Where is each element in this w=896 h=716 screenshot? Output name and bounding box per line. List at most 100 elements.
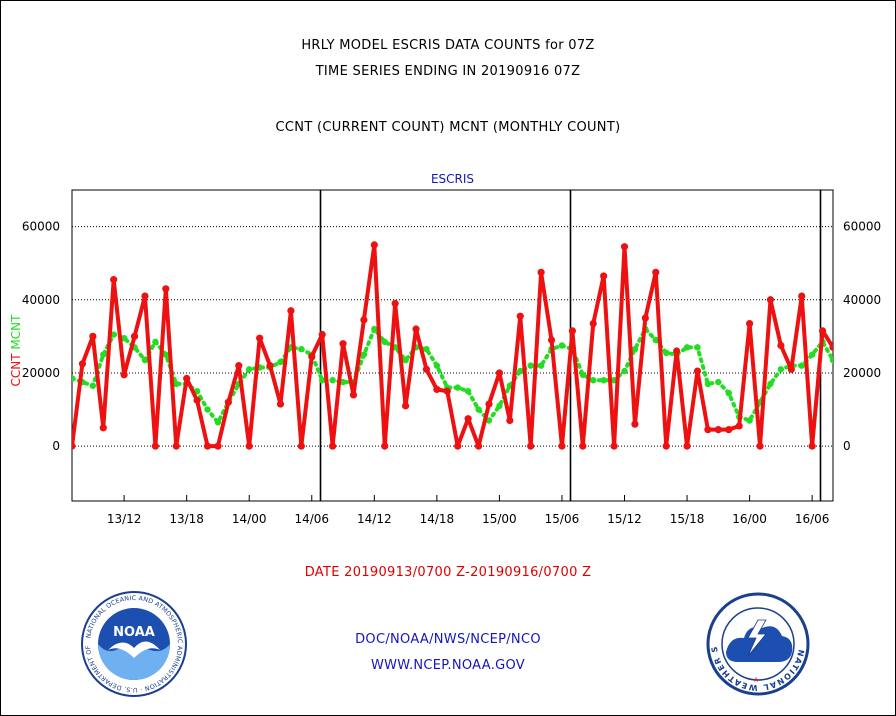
svg-text:NOAA: NOAA: [113, 625, 155, 640]
y-axis-label-mcnt: MCNT: [9, 314, 23, 354]
data-point-ccnt: [130, 332, 139, 340]
data-point-ccnt: [662, 442, 670, 450]
y-tick-label-right: 0: [843, 439, 851, 453]
data-point-ccnt: [600, 272, 608, 280]
data-point-ccnt: [89, 332, 97, 340]
data-point-mcnt: [777, 366, 785, 373]
data-point-ccnt: [203, 442, 212, 450]
data-point-ccnt: [443, 387, 451, 395]
data-point-mcnt: [329, 377, 336, 384]
data-point-mcnt: [558, 342, 566, 349]
data-point-ccnt: [339, 340, 347, 348]
data-point-ccnt: [589, 319, 597, 328]
data-point-ccnt: [172, 442, 180, 450]
data-point-ccnt: [151, 442, 159, 450]
data-point-mcnt: [204, 406, 211, 413]
y-tick-label-left: 0: [52, 439, 60, 453]
data-point-ccnt: [610, 442, 618, 450]
data-point-ccnt: [110, 276, 118, 284]
data-point-ccnt: [829, 343, 833, 351]
data-point-ccnt: [162, 285, 170, 293]
data-point-mcnt: [663, 349, 670, 357]
axis-labels: 0 0 20000 20000 40000 40000 60000 60000 13/12 13/…: [9, 172, 881, 526]
data-point-ccnt: [527, 442, 535, 450]
series-layer: [72, 241, 833, 450]
data-point-ccnt: [276, 400, 285, 408]
data-point-ccnt: [422, 365, 431, 373]
data-point-mcnt: [683, 344, 691, 351]
data-point-mcnt: [72, 375, 76, 382]
data-point-mcnt: [246, 366, 253, 373]
data-point-ccnt: [568, 327, 576, 335]
data-point-mcnt: [381, 338, 388, 346]
data-point-ccnt: [412, 325, 420, 333]
data-point-mcnt: [496, 402, 503, 410]
data-point-ccnt: [631, 420, 639, 428]
series-ccnt: [72, 241, 833, 450]
data-point-mcnt: [360, 351, 368, 358]
data-point-mcnt: [537, 362, 545, 369]
data-point-mcnt: [120, 334, 128, 342]
data-point-ccnt: [798, 292, 806, 300]
x-tick-label: 16/00: [732, 512, 767, 526]
y-tick-label-left: 40000: [22, 293, 60, 307]
data-point-ccnt: [78, 360, 87, 368]
data-point-ccnt: [464, 415, 472, 423]
data-point-ccnt: [360, 316, 368, 324]
data-point-ccnt: [224, 398, 232, 406]
data-point-ccnt: [454, 442, 462, 450]
data-point-mcnt: [89, 382, 97, 389]
data-point-ccnt: [401, 402, 410, 410]
x-tick-label: 14/12: [357, 512, 392, 526]
data-point-mcnt: [433, 362, 441, 369]
data-point-ccnt: [485, 400, 493, 408]
data-point-ccnt: [673, 347, 681, 355]
data-point-ccnt: [547, 336, 556, 344]
page-subtitle: TIME SERIES ENDING IN 20190916 07Z: [315, 64, 581, 79]
data-point-ccnt: [506, 416, 514, 425]
data-point-mcnt: [600, 377, 607, 384]
date-range-label: DATE 20190913/0700 Z-20190916/0700 Z: [304, 565, 592, 580]
credit-website[interactable]: WWW.NCEP.NOAA.GOV: [370, 658, 526, 673]
series-line-ccnt: [72, 242, 833, 449]
data-point-ccnt: [787, 365, 795, 373]
data-point-mcnt: [746, 417, 753, 424]
data-point-ccnt: [474, 442, 483, 450]
data-point-ccnt: [683, 442, 691, 450]
nws-seal-icon: NATIONAL WEATHER SERVICE: [706, 592, 810, 696]
y-tick-label-left: 20000: [22, 366, 60, 380]
x-tick-label: 14/00: [232, 512, 267, 526]
data-point-ccnt: [99, 424, 107, 432]
y-tick-label-right: 20000: [843, 366, 881, 380]
data-point-ccnt: [245, 442, 253, 450]
data-point-ccnt: [120, 371, 128, 379]
data-point-ccnt: [349, 391, 358, 399]
data-point-ccnt: [693, 367, 702, 375]
y-tick-label-right: 60000: [843, 220, 881, 234]
data-point-mcnt: [590, 377, 597, 384]
data-point-mcnt: [402, 356, 409, 364]
data-point-ccnt: [183, 374, 191, 383]
data-point-ccnt: [391, 299, 399, 308]
data-point-ccnt: [558, 442, 566, 450]
data-point-ccnt: [735, 422, 743, 430]
series-line-mcnt: [72, 327, 833, 425]
data-point-ccnt: [329, 442, 337, 450]
data-point-ccnt: [370, 241, 378, 249]
data-point-mcnt: [100, 351, 107, 358]
x-tick-label: 15/18: [670, 512, 705, 526]
x-tick-label: 13/18: [169, 512, 204, 526]
x-tick-label: 15/06: [545, 512, 580, 526]
data-point-ccnt: [256, 334, 264, 342]
data-point-ccnt: [433, 385, 441, 394]
data-point-mcnt: [704, 380, 712, 388]
data-point-mcnt: [829, 356, 833, 364]
data-point-mcnt: [527, 362, 534, 369]
data-point-mcnt: [277, 358, 284, 366]
data-point-mcnt: [808, 351, 816, 358]
x-tick-label: 13/12: [107, 512, 142, 526]
data-point-mcnt: [141, 356, 149, 364]
data-point-ccnt: [725, 426, 733, 434]
data-point-ccnt: [318, 330, 326, 339]
y-tick-label-right: 40000: [843, 293, 881, 307]
